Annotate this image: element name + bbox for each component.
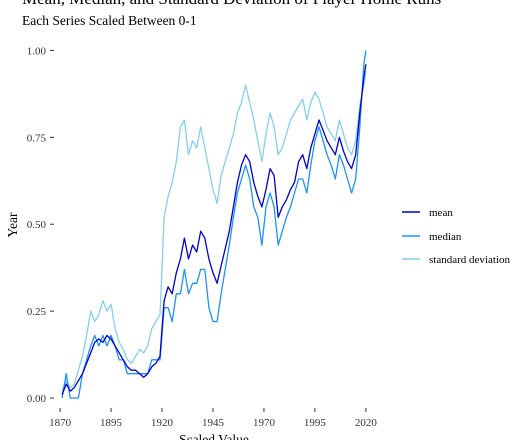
y-tick-label: 0.25 [27, 306, 47, 318]
series-lines [61, 50, 367, 399]
series-line-mean [61, 64, 367, 395]
x-axis-ticks: 1870 1895 1920 1945 1970 1995 2020 [49, 408, 377, 429]
x-tick-label: 2020 [355, 417, 378, 429]
y-tick-label: 0.75 [27, 132, 47, 144]
y-axis-label: Year [5, 212, 20, 237]
chart-title: Mean, Median, and Standard Deviation of … [22, 0, 441, 9]
legend-label: standard deviation [429, 254, 510, 266]
y-axis-ticks: 0.00 0.25 0.50 0.75 1.00 [27, 45, 54, 405]
x-tick-label: 1920 [151, 417, 174, 429]
x-tick-label: 1970 [253, 417, 276, 429]
x-axis-label: Scaled Value [179, 432, 249, 440]
series-line-median [61, 50, 367, 399]
x-tick-label: 1995 [304, 417, 327, 429]
legend-label: median [429, 231, 462, 243]
x-tick-label: 1945 [202, 417, 225, 429]
y-tick-label: 0.00 [27, 393, 47, 405]
y-tick-label: 0.50 [27, 219, 47, 231]
legend-label: mean [429, 207, 453, 219]
x-tick-label: 1870 [49, 417, 72, 429]
chart-subtitle: Each Series Scaled Between 0-1 [22, 13, 197, 28]
x-tick-label: 1895 [100, 417, 123, 429]
legend: mean median standard deviation [402, 207, 510, 266]
series-line-standard-deviation [61, 71, 367, 392]
y-tick-label: 1.00 [27, 45, 47, 57]
